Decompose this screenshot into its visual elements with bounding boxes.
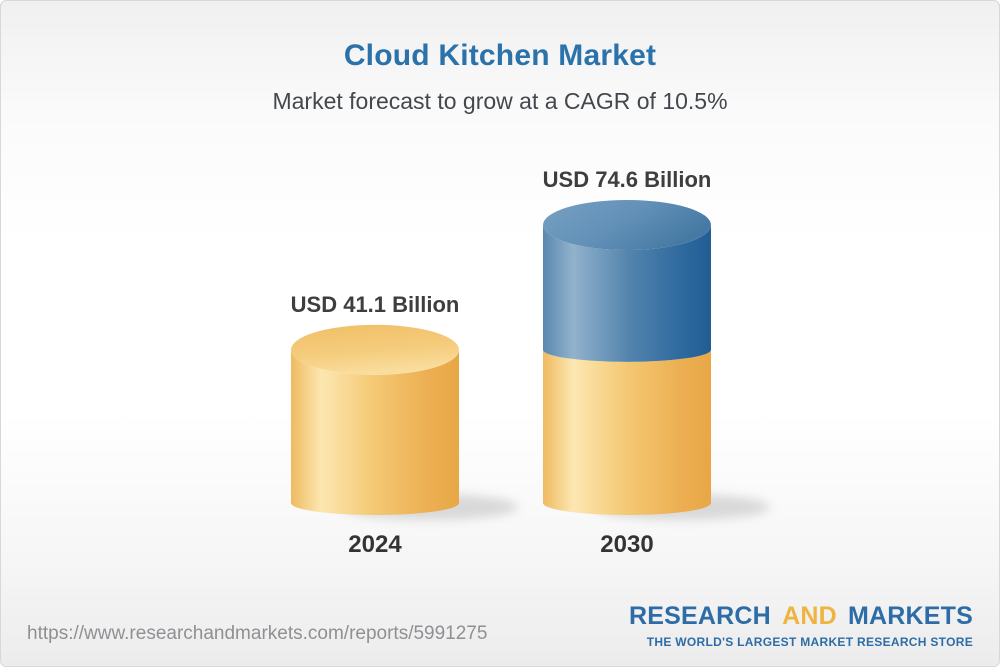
bar-2024-cylinder-body	[291, 349, 459, 515]
research-and-markets-logo: RESEARCH AND MARKETS THE WORLD'S LARGEST…	[629, 602, 973, 649]
year-label-2024: 2024	[348, 531, 402, 558]
logo-word-research: RESEARCH	[629, 602, 771, 630]
bar-2030-cylinder-top	[543, 199, 711, 250]
chart-subtitle: Market forecast to grow at a CAGR of 10.…	[272, 88, 728, 114]
source-url: https://www.researchandmarkets.com/repor…	[27, 623, 488, 644]
cylinder-bars-group	[291, 199, 770, 520]
chart-title: Cloud Kitchen Market	[343, 39, 657, 72]
value-label-2024: USD 41.1 Billion	[290, 291, 460, 317]
year-label-2030: 2030	[600, 531, 654, 558]
logo-tagline: THE WORLD'S LARGEST MARKET RESEARCH STOR…	[646, 635, 973, 649]
bar-2024-cylinder-top	[291, 324, 459, 375]
logo-word-markets: MARKETS	[847, 602, 973, 630]
value-label-2030: USD 74.6 Billion	[542, 166, 712, 192]
bar-2030-growth-segment	[543, 224, 711, 362]
logo-word-and: AND	[782, 602, 837, 630]
logo-wordmark: RESEARCH AND MARKETS	[629, 602, 973, 631]
bar-2030-base-segment	[543, 349, 711, 515]
